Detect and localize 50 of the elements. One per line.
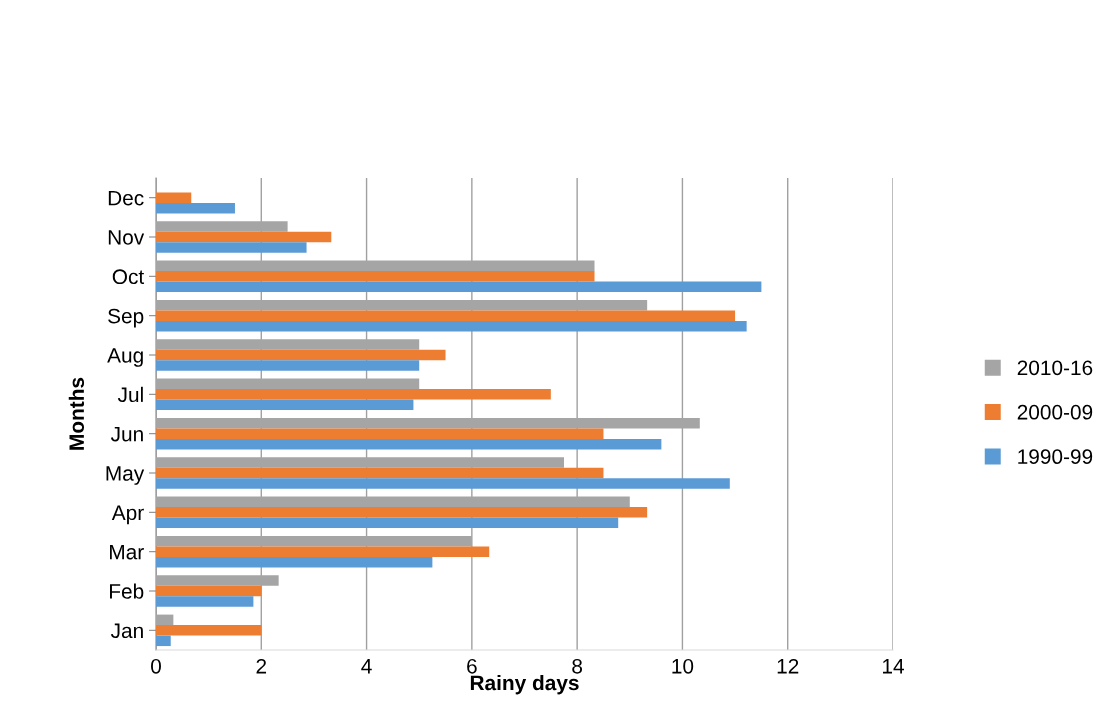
bar	[156, 310, 736, 321]
bar	[156, 428, 604, 439]
legend-label: 1990-99	[1018, 449, 1093, 465]
x-tick-label: 6	[467, 658, 477, 674]
bar	[156, 399, 414, 411]
x-tick-label: 12	[777, 658, 799, 674]
legend-label: 2010-16	[1017, 360, 1093, 376]
bar	[156, 546, 490, 557]
bar	[156, 281, 762, 293]
x-tick-label: 0	[151, 658, 161, 674]
x-tick-label: 2	[256, 658, 267, 674]
x-tick-label: 10	[672, 658, 694, 674]
x-tick-label: 4	[361, 659, 372, 674]
x-tick-label: 14	[883, 659, 904, 674]
legend-label: 2000-09	[1017, 404, 1093, 420]
y-tick-label: Oct	[112, 269, 145, 285]
bar	[156, 478, 730, 489]
bar	[156, 320, 747, 332]
y-tick-label: Nov	[108, 230, 145, 245]
y-tick-label: Aug	[107, 348, 143, 367]
y-tick-label: Jun	[110, 426, 143, 442]
bar	[156, 389, 551, 400]
bar	[156, 507, 648, 518]
bar	[156, 349, 446, 361]
bar	[156, 242, 307, 253]
x-axis-title: Rainy days	[470, 674, 579, 695]
bar	[156, 467, 604, 479]
bar	[156, 556, 433, 568]
bar	[156, 271, 595, 282]
bar	[156, 192, 192, 203]
y-tick-label: Dec	[108, 190, 144, 206]
x-tick-label: 8	[572, 658, 583, 674]
bar	[156, 438, 662, 450]
y-tick-label: Mar	[110, 544, 144, 560]
y-tick-label: Jan	[110, 623, 143, 639]
y-tick-label: May	[106, 466, 145, 485]
y-axis-title: Months	[68, 377, 85, 450]
bar	[156, 614, 174, 626]
y-tick-label: Sep	[108, 308, 144, 328]
bar	[156, 231, 332, 243]
bar	[156, 517, 619, 529]
bar	[156, 625, 262, 636]
y-tick-label: Jul	[117, 386, 143, 403]
bar	[156, 360, 420, 371]
bar	[156, 596, 254, 607]
y-tick-label: Apr	[111, 505, 144, 525]
bar	[156, 585, 262, 597]
bar	[156, 635, 171, 647]
y-tick-label: Feb	[110, 583, 144, 599]
bar	[156, 202, 235, 214]
